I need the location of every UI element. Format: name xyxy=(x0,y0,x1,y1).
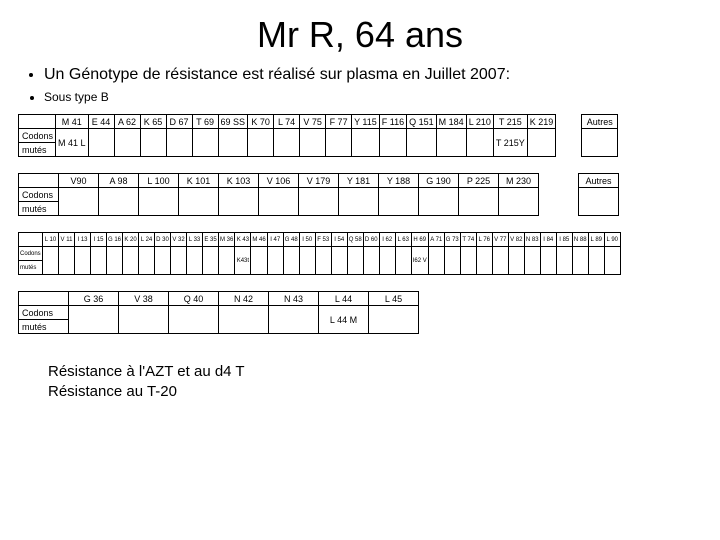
conclusion-block: Résistance à l'AZT et au d4 T Résistance… xyxy=(48,362,702,401)
conclusion-line-2: Résistance au T-20 xyxy=(48,382,702,402)
bullet-subtype: Sous type B xyxy=(44,90,702,104)
table-row: V90A 98L 100K 101K 103V 106V 179Y 181Y 1… xyxy=(19,174,619,188)
conclusion-line-1: Résistance à l'AZT et au d4 T xyxy=(48,362,702,382)
table-row: Codons L 44 M xyxy=(19,306,419,320)
codon-table-4: G 36V 38Q 40N 42N 43L 44L 45 Codons L 44… xyxy=(18,291,419,334)
codon-table-3: L 10V 11I 13I 15G 16K 20L 24D 30V 32L 33… xyxy=(18,232,621,275)
codon-table-2: V90A 98L 100K 101K 103V 106V 179Y 181Y 1… xyxy=(18,173,619,216)
codon-table-1: M 41E 44A 62K 65D 67T 6969 SSK 70L 74V 7… xyxy=(18,114,618,157)
page-title: Mr R, 64 ans xyxy=(18,14,702,56)
table-row: L 10V 11I 13I 15G 16K 20L 24D 30V 32L 33… xyxy=(19,233,621,247)
bullet-list: Un Génotype de résistance est réalisé su… xyxy=(18,66,702,104)
table-row: G 36V 38Q 40N 42N 43L 44L 45 xyxy=(19,292,419,306)
bullet-genotype: Un Génotype de résistance est réalisé su… xyxy=(44,66,702,84)
table-row: Codons xyxy=(19,188,619,202)
table-row: Codons K43tI62 V xyxy=(19,247,621,261)
table-row: Codons M 41 LT 215Y xyxy=(19,129,618,143)
table-row: M 41E 44A 62K 65D 67T 6969 SSK 70L 74V 7… xyxy=(19,115,618,129)
